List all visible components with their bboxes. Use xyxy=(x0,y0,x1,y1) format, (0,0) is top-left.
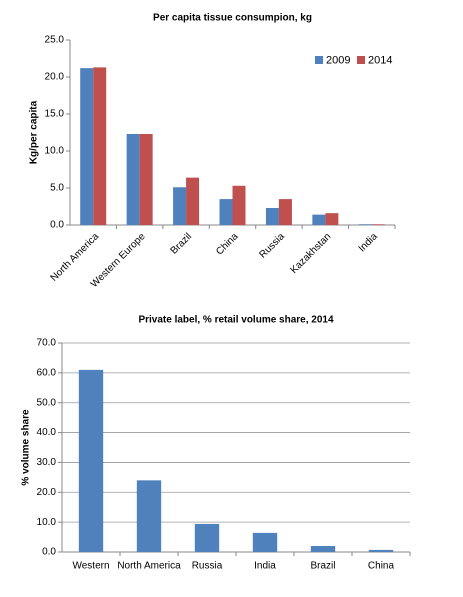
y-tick-label: 50.0 xyxy=(37,397,57,408)
x-tick-label: North America xyxy=(117,561,181,572)
bar xyxy=(93,67,107,225)
x-tick-label: India xyxy=(357,231,380,254)
bar xyxy=(252,532,278,552)
y-tick-label: 10.0 xyxy=(45,146,65,157)
y-tick-label: 25.0 xyxy=(45,35,65,46)
y-tick-label: 30.0 xyxy=(37,457,57,468)
legend-label: 2009 xyxy=(326,54,350,66)
bar xyxy=(136,480,162,552)
x-tick-label: India xyxy=(254,561,276,572)
y-tick-label: 60.0 xyxy=(37,367,57,378)
legend-swatch xyxy=(357,56,365,64)
bar xyxy=(186,177,200,225)
bar xyxy=(78,369,104,552)
bar xyxy=(265,207,279,225)
x-tick-label: Western xyxy=(72,561,109,572)
x-tick-label: Russia xyxy=(258,231,288,261)
y-tick-label: 0.0 xyxy=(42,547,56,558)
bar xyxy=(219,199,233,225)
y-axis-label: % volume share xyxy=(21,409,32,486)
chart-title: Per capita tissue consumpion, kg xyxy=(153,13,312,24)
y-tick-label: 0.0 xyxy=(50,220,64,231)
y-tick-label: 40.0 xyxy=(37,427,57,438)
bar xyxy=(126,133,140,225)
legend-label: 2014 xyxy=(368,54,392,66)
y-tick-label: 70.0 xyxy=(37,338,57,349)
x-tick-label: Brazil xyxy=(169,231,194,256)
bar xyxy=(80,68,94,226)
y-tick-label: 10.0 xyxy=(37,517,57,528)
bar xyxy=(194,523,220,552)
x-tick-label: North America xyxy=(49,231,102,284)
y-axis-label: Kg/per capita xyxy=(29,100,40,164)
bar xyxy=(312,214,326,225)
legend-swatch xyxy=(315,56,323,64)
x-tick-label: China xyxy=(368,561,395,572)
bar xyxy=(139,133,153,225)
bar xyxy=(368,549,394,552)
y-tick-label: 15.0 xyxy=(45,109,65,120)
y-tick-label: 20.0 xyxy=(45,72,65,83)
bar xyxy=(358,224,372,225)
bar xyxy=(310,546,336,552)
x-tick-label: Kazakhstan xyxy=(289,231,334,276)
y-tick-label: 20.0 xyxy=(37,487,57,498)
x-tick-label: Brazil xyxy=(310,561,335,572)
x-tick-label: Russia xyxy=(192,561,223,572)
bar xyxy=(232,185,246,225)
x-tick-label: China xyxy=(214,231,241,258)
bar xyxy=(278,199,292,225)
bar xyxy=(173,187,187,225)
chart-title: Private label, % retail volume share, 20… xyxy=(138,315,334,326)
y-tick-label: 5.0 xyxy=(50,183,64,194)
bar xyxy=(325,213,339,225)
bar xyxy=(371,224,385,225)
